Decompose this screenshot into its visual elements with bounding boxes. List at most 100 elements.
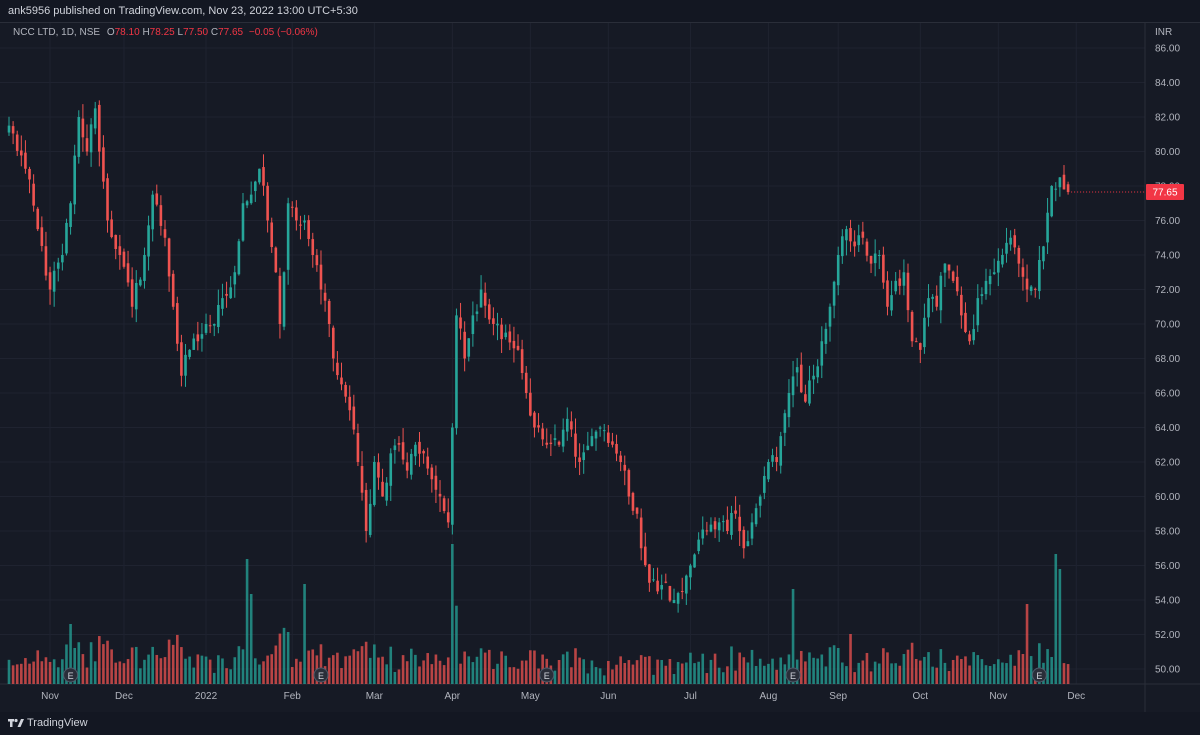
volume-bar	[61, 659, 64, 684]
volume-bar	[980, 659, 984, 684]
volume-bar	[960, 658, 963, 684]
candle-body	[32, 183, 35, 206]
candle-body	[717, 522, 721, 531]
candle-body	[245, 201, 249, 206]
time-tick: Nov	[989, 691, 1007, 702]
symbol-label[interactable]: NCC LTD, 1D, NSE	[13, 27, 101, 38]
volume-bar	[44, 657, 48, 684]
candle-body	[381, 481, 384, 497]
price-tick: 70.00	[1155, 320, 1180, 331]
price-tick: 74.00	[1155, 251, 1180, 262]
candle-body	[758, 496, 762, 506]
candle-body	[373, 462, 376, 505]
price-axis[interactable]: 86.0084.0082.0080.0078.0076.0074.0072.00…	[1155, 44, 1180, 676]
volume-bar	[430, 664, 434, 684]
volume-bar	[340, 668, 343, 684]
tradingview-logo[interactable]: TradingView	[8, 712, 88, 735]
volume-bar	[196, 654, 200, 684]
volume-bar	[524, 660, 528, 684]
volume-bar	[438, 660, 442, 684]
volume-bar	[886, 652, 889, 684]
price-tick: 82.00	[1155, 113, 1180, 124]
time-tick: May	[521, 691, 540, 702]
volume-bar	[409, 648, 413, 684]
candle-body	[927, 298, 930, 318]
close-value: 77.65	[218, 27, 244, 38]
volume-bar	[639, 655, 643, 684]
volume-bar	[738, 652, 741, 684]
candle-body	[619, 455, 622, 462]
candle-body	[414, 444, 417, 457]
candle-body	[356, 433, 360, 462]
candle-body	[254, 181, 257, 192]
volume-bar	[713, 653, 717, 684]
time-tick: Aug	[760, 691, 778, 702]
candle-body	[20, 150, 23, 156]
candle-body	[857, 235, 861, 246]
candle-body	[565, 418, 569, 432]
volume-bar	[373, 644, 376, 684]
candle-body	[471, 315, 475, 335]
publish-header: ank5956 published on TradingView.com, No…	[0, 0, 1200, 22]
footer: TradingView	[0, 712, 1200, 735]
volume-bar	[894, 663, 897, 684]
volume-bar	[808, 652, 811, 684]
candle-body	[529, 392, 532, 416]
candle-body	[274, 247, 278, 273]
earnings-marker[interactable]: E	[63, 667, 79, 683]
volume-bar	[393, 671, 397, 684]
earnings-marker[interactable]: E	[539, 667, 555, 683]
price-tick: 62.00	[1155, 458, 1180, 469]
candle-body	[976, 298, 980, 326]
volume-bar	[992, 664, 996, 684]
earnings-marker[interactable]: E	[1031, 667, 1047, 683]
volume-bar	[660, 660, 663, 684]
price-tick: 86.00	[1155, 44, 1180, 55]
earnings-icon	[785, 667, 801, 683]
earnings-marker[interactable]: E	[785, 667, 801, 683]
volume-bar	[771, 658, 774, 684]
volume-bar	[254, 658, 257, 684]
candle-body	[992, 272, 996, 275]
volume-bar	[955, 655, 959, 684]
volume-bar	[262, 661, 265, 684]
time-tick: Dec	[115, 691, 133, 702]
earnings-marker[interactable]: E	[313, 667, 329, 683]
candle-body	[508, 331, 512, 343]
candle-body	[180, 342, 183, 376]
volume-bar	[565, 651, 569, 684]
volume-bar	[1038, 643, 1041, 684]
price-tick: 54.00	[1155, 596, 1180, 607]
volume-bar	[24, 658, 27, 684]
price-tick: 50.00	[1155, 665, 1180, 676]
price-tick: 84.00	[1155, 78, 1180, 89]
volume-bar	[984, 665, 988, 684]
high-value: 78.25	[149, 27, 175, 38]
candle-body	[1054, 188, 1058, 190]
candle-body	[93, 108, 97, 129]
volume-bar	[865, 652, 869, 684]
time-axis[interactable]: Nov Dec 2022 Feb Mar Apr May Jun Jul Aug Sep Oct Nov…	[41, 691, 1085, 702]
volume-bar	[504, 655, 508, 684]
candle-body	[430, 467, 434, 480]
candle-body	[73, 155, 76, 205]
volume-bar	[701, 653, 705, 684]
volume-bar	[414, 654, 417, 684]
chart-frame[interactable]	[0, 22, 1200, 713]
candle-body	[262, 167, 265, 186]
candle-body	[188, 349, 191, 357]
candle-body	[418, 441, 421, 454]
volume-bar	[508, 667, 512, 684]
candle-body	[836, 255, 840, 286]
volume-bar	[188, 656, 191, 684]
volume-bar	[241, 649, 245, 684]
candle-body	[935, 295, 939, 307]
candle-body	[307, 220, 310, 239]
candle-body	[882, 254, 885, 283]
candle-body	[598, 427, 602, 429]
candle-body	[689, 565, 692, 578]
volume-bar	[377, 657, 380, 684]
volume-bar	[118, 661, 122, 684]
